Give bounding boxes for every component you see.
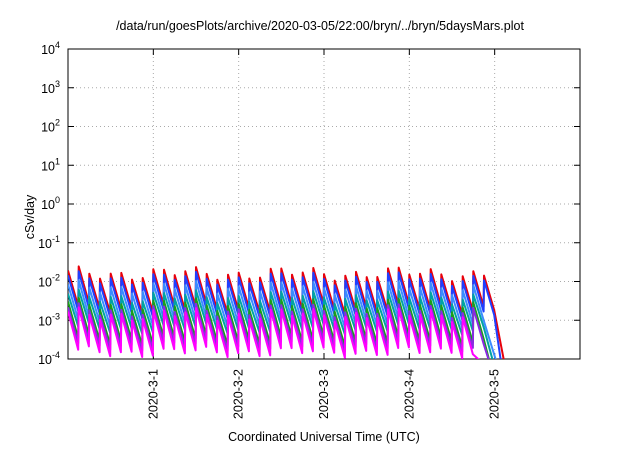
chart-title: /data/run/goesPlots/archive/2020-03-05/2… xyxy=(116,19,524,33)
series-line xyxy=(68,306,480,359)
y-tick-label: 10-3 xyxy=(38,311,60,328)
x-tick-label: 2020-3-1 xyxy=(146,369,160,419)
y-tick-label: 10-2 xyxy=(38,273,60,290)
y-tick-label: 100 xyxy=(41,195,60,212)
y-tick-label: 10-1 xyxy=(38,234,60,251)
x-tick-label: 2020-3-2 xyxy=(232,369,246,419)
y-axis-label: cSv/day xyxy=(23,194,37,240)
x-tick-label: 2020-3-3 xyxy=(317,369,331,419)
y-tick-label: 101 xyxy=(41,156,60,173)
y-tick-label: 104 xyxy=(41,40,60,57)
y-tick-label: 10-4 xyxy=(38,350,60,367)
x-tick-label: 2020-3-4 xyxy=(402,369,416,419)
x-tick-label: 2020-3-5 xyxy=(488,369,502,419)
y-tick-label: 103 xyxy=(41,79,60,96)
y-tick-label: 102 xyxy=(41,118,60,135)
x-axis-label: Coordinated Universal Time (UTC) xyxy=(228,430,420,444)
